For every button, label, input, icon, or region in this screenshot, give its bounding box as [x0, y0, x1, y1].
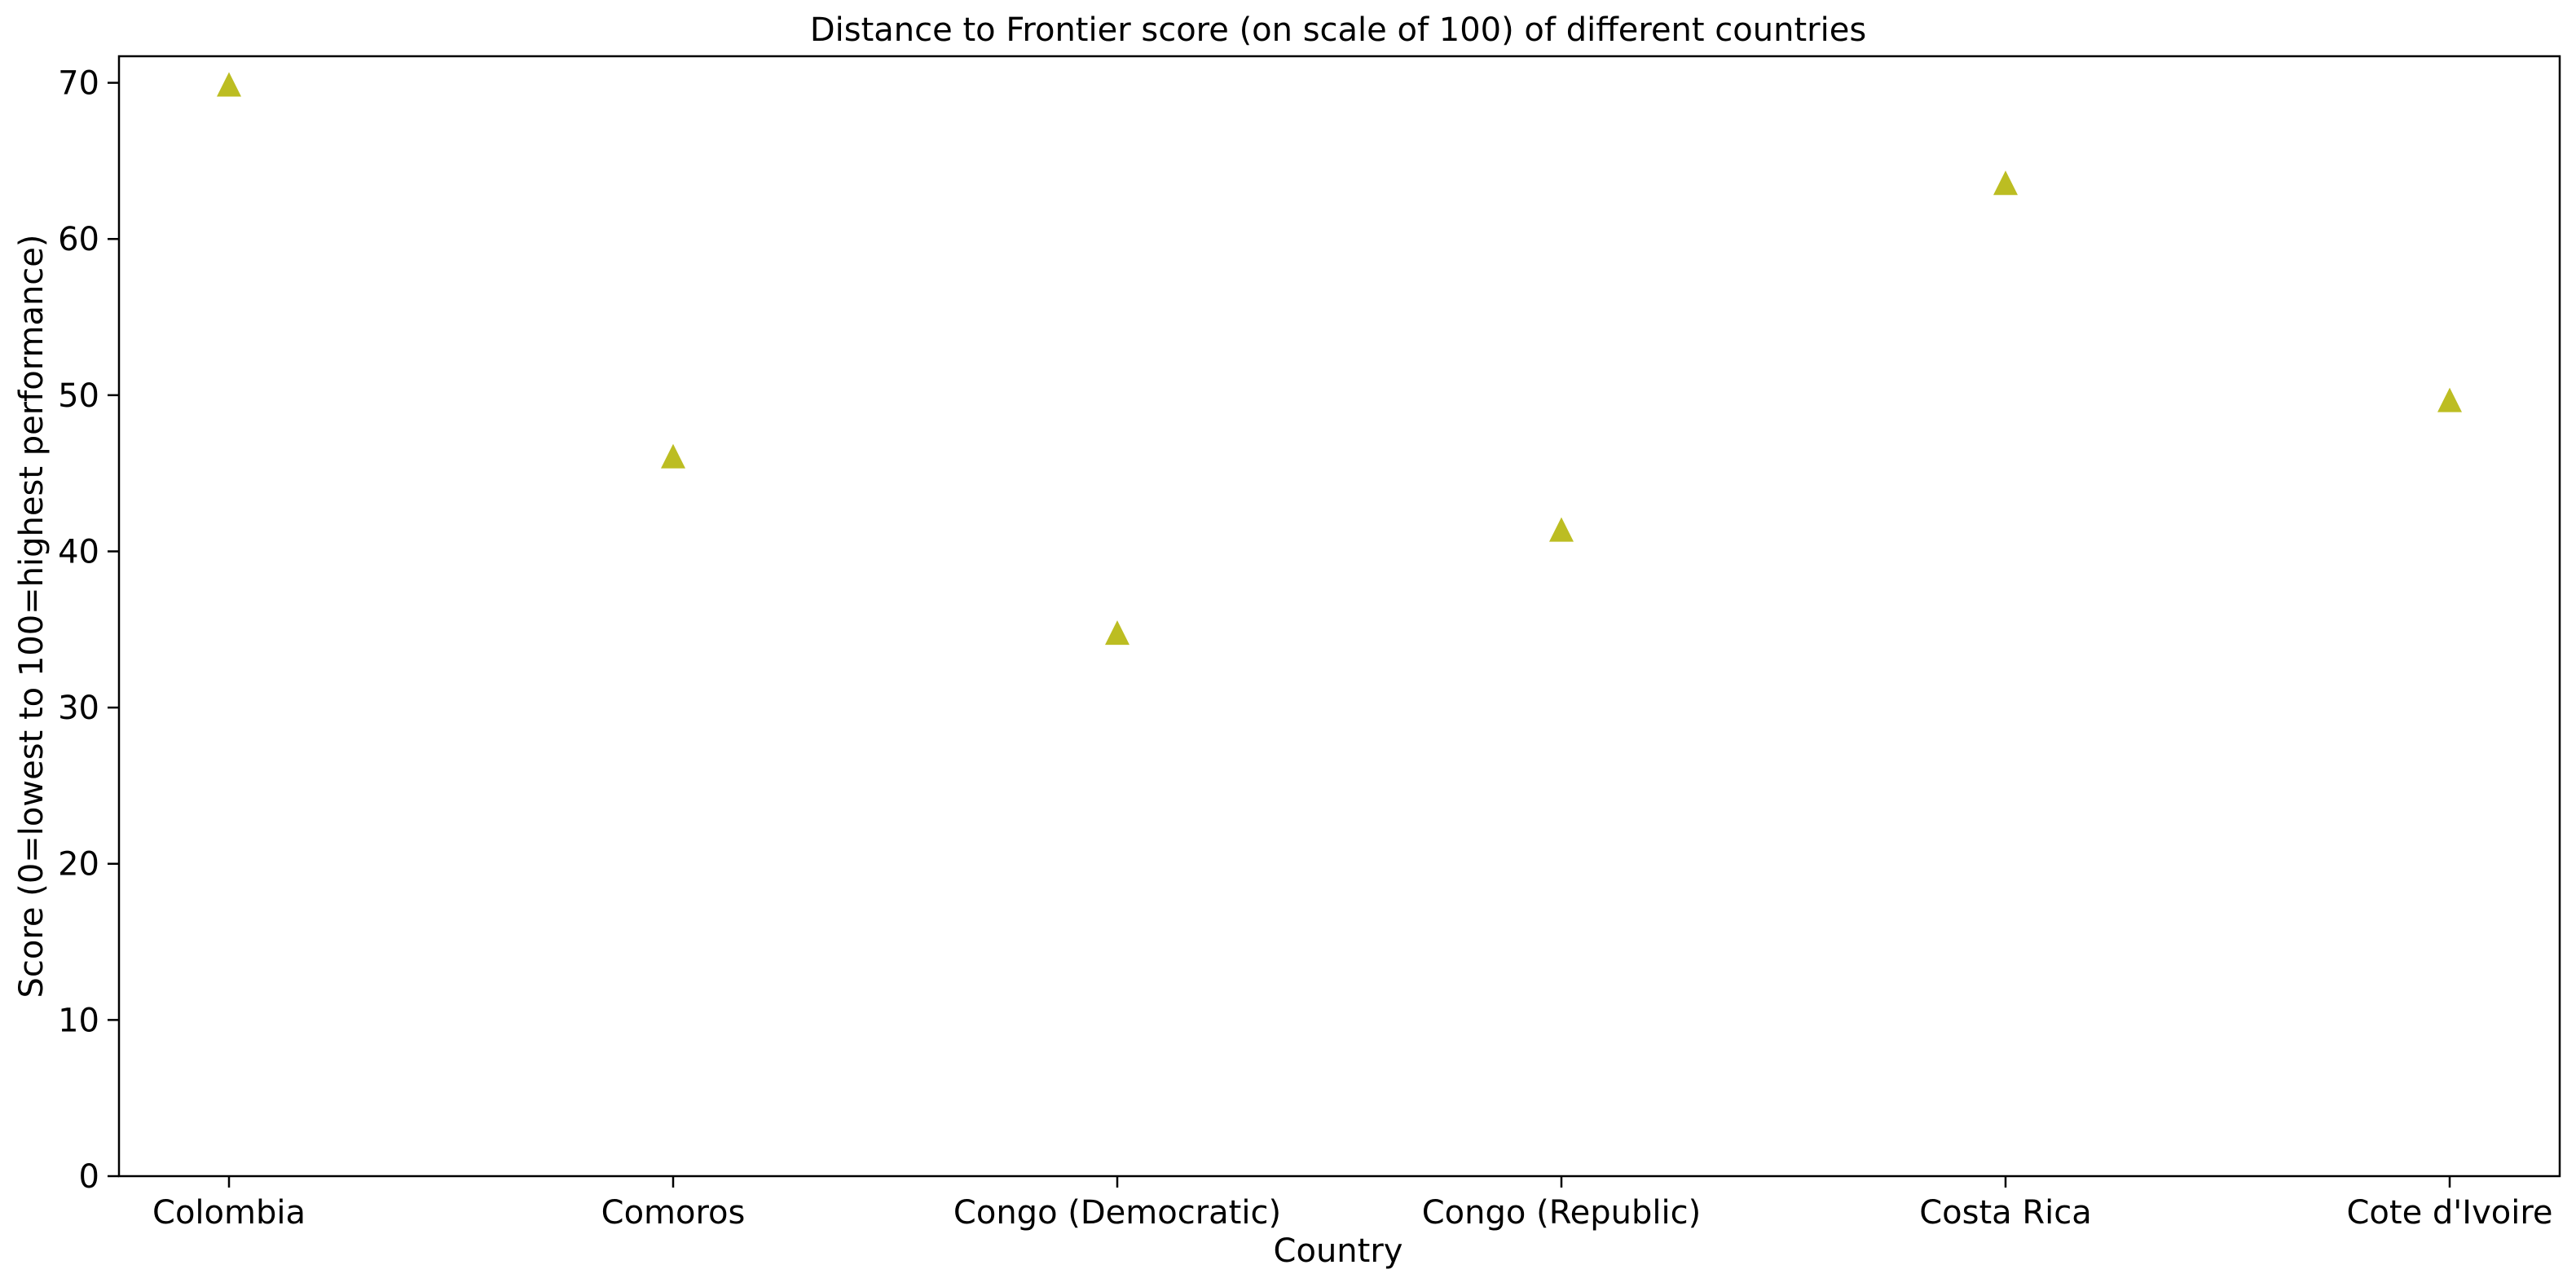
y-tick-label: 40 — [58, 533, 99, 571]
y-tick-label: 60 — [58, 221, 99, 258]
data-point-triangle — [2437, 387, 2462, 412]
y-axis-label: Score (0=lowest to 100=highest performan… — [13, 234, 51, 998]
y-axis: 0 10 20 30 40 50 60 70 — [58, 65, 119, 1196]
x-tick-label: Cote d'Ivoire — [2346, 1194, 2552, 1232]
y-tick-label: 10 — [58, 1002, 99, 1039]
x-tick-label: Costa Rica — [1919, 1194, 2092, 1232]
x-tick-label: Congo (Democratic) — [953, 1194, 1281, 1232]
y-tick-label: 20 — [58, 846, 99, 884]
y-tick-label: 50 — [58, 377, 99, 415]
x-tick-label: Comoros — [601, 1194, 746, 1232]
x-axis: Colombia Comoros Congo (Democratic) Congo (… — [152, 1176, 2553, 1232]
x-axis-label: Country — [1274, 1232, 1403, 1270]
data-point-triangle — [661, 443, 685, 469]
data-point-triangle — [1105, 620, 1129, 646]
y-tick-label: 30 — [58, 690, 99, 727]
data-point-triangle — [1993, 170, 2018, 196]
x-tick-label: Congo (Republic) — [1422, 1194, 1702, 1232]
data-point-triangle — [217, 72, 241, 97]
y-tick-label: 70 — [58, 65, 99, 103]
y-tick-label: 0 — [79, 1158, 99, 1196]
data-points — [217, 72, 2462, 646]
plot-area-frame — [117, 55, 2561, 1178]
x-tick-label: Colombia — [152, 1194, 306, 1232]
data-point-triangle — [1549, 517, 1574, 542]
chart-title: Distance to Frontier score (on scale of … — [810, 11, 1866, 49]
